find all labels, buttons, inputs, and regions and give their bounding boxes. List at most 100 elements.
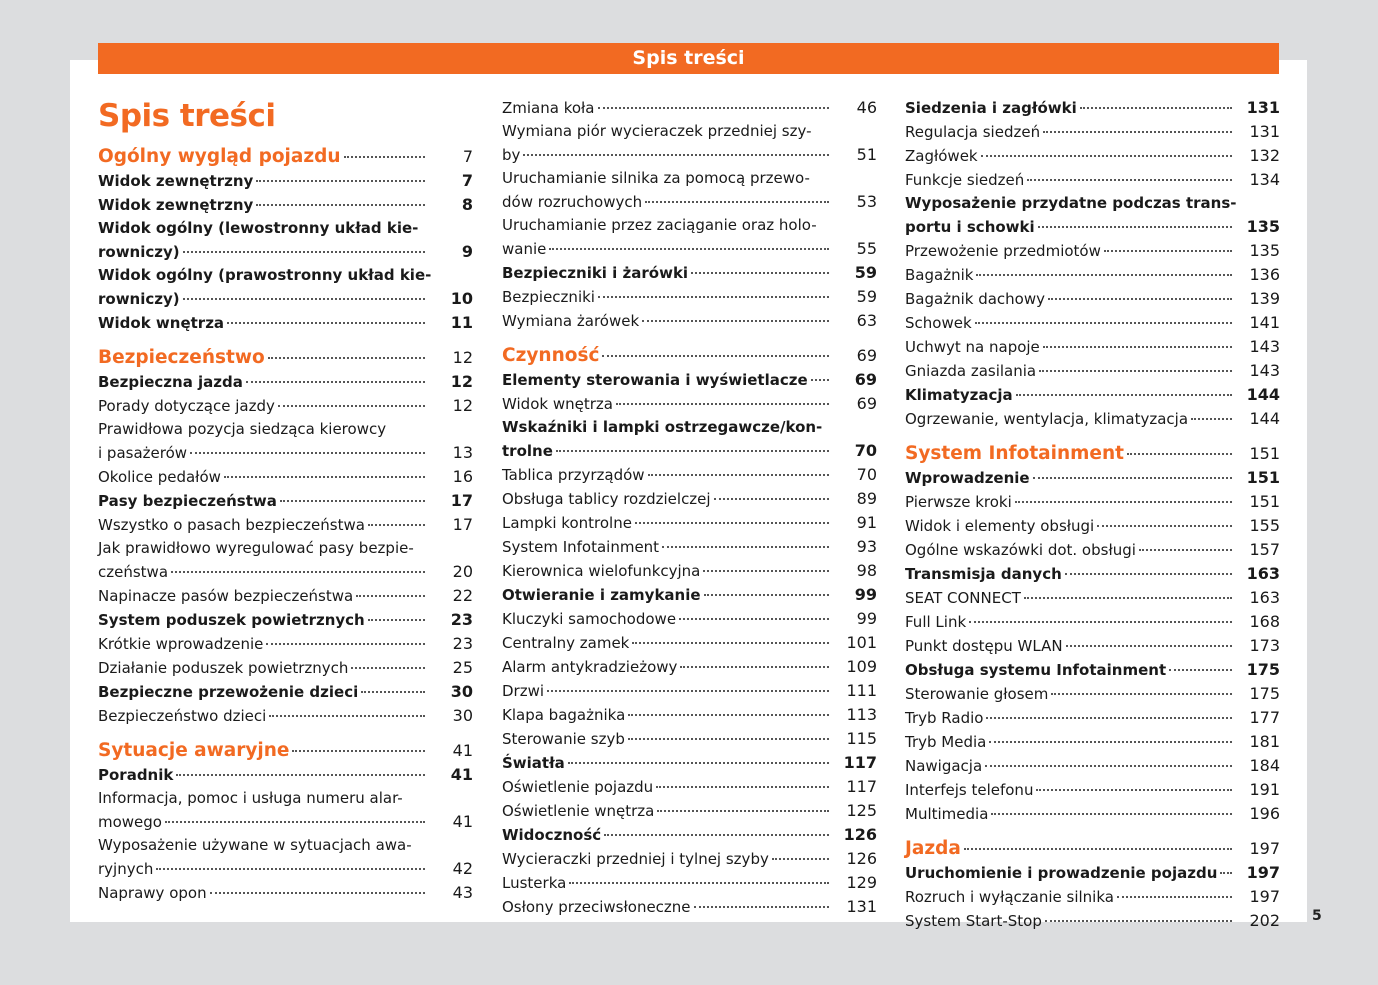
toc-subsection[interactable]: Bezpieczniki i żarówki 59 bbox=[502, 261, 877, 285]
toc-entry[interactable]: Porady dotyczące jazdy 12 bbox=[98, 394, 473, 418]
toc-entry[interactable]: Jak prawidłowo wyregulować pasy bezpie-c… bbox=[98, 537, 473, 584]
toc-entry[interactable]: Wymiana piór wycieraczek przedniej szy-b… bbox=[502, 120, 877, 167]
entry-title: Oświetlenie pojazdu bbox=[502, 778, 654, 796]
toc-entry[interactable]: Interfejs telefonu 191 bbox=[905, 778, 1280, 802]
toc-entry[interactable]: Lusterka 129 bbox=[502, 871, 877, 895]
toc-entry[interactable]: System Infotainment 93 bbox=[502, 535, 877, 559]
toc-entry[interactable]: Bezpieczniki 59 bbox=[502, 285, 877, 309]
toc-entry[interactable]: Ogólne wskazówki dot. obsługi 157 bbox=[905, 538, 1280, 562]
toc-entry[interactable]: Działanie poduszek powietrznych 25 bbox=[98, 656, 473, 680]
toc-entry[interactable]: Obsługa tablicy rozdzielczej 89 bbox=[502, 487, 877, 511]
toc-entry[interactable]: Prawidłowa pozycja siedząca kierowcy i pa… bbox=[98, 418, 473, 465]
toc-entry[interactable]: Widok i elementy obsługi 155 bbox=[905, 514, 1280, 538]
toc-subsection[interactable]: Światła 117 bbox=[502, 751, 877, 775]
toc-entry[interactable]: Wyposażenie używane w sytuacjach awa-ryj… bbox=[98, 834, 473, 881]
toc-entry[interactable]: Bagażnik dachowy 139 bbox=[905, 287, 1280, 311]
toc-entry[interactable]: Wycieraczki przedniej i tylnej szyby 126 bbox=[502, 847, 877, 871]
toc-subsection[interactable]: Siedzenia i zagłówki 131 bbox=[905, 96, 1280, 120]
toc-entry[interactable]: Regulacja siedzeń 131 bbox=[905, 120, 1280, 144]
toc-entry[interactable]: Informacja, pomoc i usługa numeru alar-m… bbox=[98, 787, 473, 834]
toc-entry[interactable]: Tryb Radio 177 bbox=[905, 706, 1280, 730]
toc-subsection[interactable]: Klimatyzacja 144 bbox=[905, 383, 1280, 407]
toc-entry[interactable]: Tablica przyrządów 70 bbox=[502, 463, 877, 487]
toc-entry[interactable]: Przewożenie przedmiotów 135 bbox=[905, 239, 1280, 263]
toc-entry[interactable]: Alarm antykradzieżowy 109 bbox=[502, 655, 877, 679]
toc-entry[interactable]: Punkt dostępu WLAN 173 bbox=[905, 634, 1280, 658]
toc-entry[interactable]: Rozruch i wyłączanie silnika 197 bbox=[905, 885, 1280, 909]
toc-subsection[interactable]: System poduszek powietrznych 23 bbox=[98, 608, 473, 632]
dot-leader bbox=[991, 813, 1232, 815]
toc-entry[interactable]: Kierownica wielofunkcyjna 98 bbox=[502, 559, 877, 583]
toc-entry[interactable]: Uruchamianie przez zaciąganie oraz holo-… bbox=[502, 214, 877, 261]
toc-entry[interactable]: System Start-Stop 202 bbox=[905, 909, 1280, 933]
toc-entry[interactable]: Tryb Media 181 bbox=[905, 730, 1280, 754]
toc-section-heading[interactable]: Bezpieczeństwo 12 bbox=[98, 346, 473, 370]
toc-subsection[interactable]: Otwieranie i zamykanie 99 bbox=[502, 583, 877, 607]
toc-entry[interactable]: Krótkie wprowadzenie 23 bbox=[98, 632, 473, 656]
toc-entry[interactable]: Centralny zamek 101 bbox=[502, 631, 877, 655]
toc-entry[interactable]: Funkcje siedzeń 134 bbox=[905, 168, 1280, 192]
toc-entry[interactable]: Nawigacja 184 bbox=[905, 754, 1280, 778]
toc-subsection[interactable]: Bezpieczna jazda 12 bbox=[98, 370, 473, 394]
toc-entry[interactable]: Multimedia 196 bbox=[905, 802, 1280, 826]
entry-title: Światła bbox=[502, 754, 565, 772]
toc-entry[interactable]: Gniazda zasilania 143 bbox=[905, 359, 1280, 383]
toc-entry[interactable]: Pierwsze kroki 151 bbox=[905, 490, 1280, 514]
toc-entry[interactable]: Okolice pedałów 16 bbox=[98, 465, 473, 489]
toc-entry[interactable]: Full Link 168 bbox=[905, 610, 1280, 634]
toc-entry[interactable]: Widok wnętrza 69 bbox=[502, 392, 877, 416]
entry-title: Sterowanie głosem bbox=[905, 685, 1049, 703]
toc-entry[interactable]: Uruchamianie silnika za pomocą przewo-dó… bbox=[502, 167, 877, 214]
page-ref: 41 bbox=[450, 765, 473, 784]
toc-subsection[interactable]: Widoczność 126 bbox=[502, 823, 877, 847]
toc-subsection[interactable]: Obsługa systemu Infotainment 175 bbox=[905, 658, 1280, 682]
toc-subsection[interactable]: Wyposażenie przydatne podczas trans-port… bbox=[905, 192, 1280, 239]
toc-entry[interactable]: Wymiana żarówek 63 bbox=[502, 309, 877, 333]
toc-entry[interactable]: Schowek 141 bbox=[905, 311, 1280, 335]
toc-subsection[interactable]: Widok zewnętrzny 7 bbox=[98, 169, 473, 193]
toc-entry[interactable]: Oświetlenie wnętrza 125 bbox=[502, 799, 877, 823]
page-ref: 173 bbox=[1249, 636, 1280, 655]
dot-leader bbox=[1169, 669, 1232, 671]
toc-section-heading[interactable]: Czynność 69 bbox=[502, 344, 877, 368]
toc-entry[interactable]: Zmiana koła 46 bbox=[502, 96, 877, 120]
toc-section-heading[interactable]: Jazda 197 bbox=[905, 837, 1280, 861]
toc-subsection[interactable]: Widok ogólny (prawostronny układ kie-row… bbox=[98, 264, 473, 311]
toc-entry[interactable]: Sterowanie głosem 175 bbox=[905, 682, 1280, 706]
toc-entry[interactable]: Drzwi 111 bbox=[502, 679, 877, 703]
toc-entry[interactable]: Klapa bagażnika 113 bbox=[502, 703, 877, 727]
toc-subsection[interactable]: Bezpieczne przewożenie dzieci 30 bbox=[98, 680, 473, 704]
toc-entry[interactable]: Kluczyki samochodowe 99 bbox=[502, 607, 877, 631]
toc-entry[interactable]: Naprawy opon 43 bbox=[98, 881, 473, 905]
toc-entry[interactable]: Sterowanie szyb 115 bbox=[502, 727, 877, 751]
toc-subsection[interactable]: Transmisja danych 163 bbox=[905, 562, 1280, 586]
toc-entry[interactable]: Lampki kontrolne 91 bbox=[502, 511, 877, 535]
page-ref: 151 bbox=[1249, 492, 1280, 511]
toc-section-heading[interactable]: System Infotainment 151 bbox=[905, 442, 1280, 466]
toc-entry[interactable]: Uchwyt na napoje 143 bbox=[905, 335, 1280, 359]
dot-leader bbox=[223, 476, 425, 478]
toc-subsection[interactable]: Poradnik 41 bbox=[98, 763, 473, 787]
toc-entry[interactable]: Zagłówek 132 bbox=[905, 144, 1280, 168]
toc-subsection[interactable]: Wprowadzenie 151 bbox=[905, 466, 1280, 490]
toc-entry[interactable]: Ogrzewanie, wentylacja, klimatyzacja 144 bbox=[905, 407, 1280, 431]
toc-entry[interactable]: Osłony przeciwsłoneczne 131 bbox=[502, 895, 877, 919]
toc-subsection[interactable]: Widok ogólny (lewostronny układ kie-rown… bbox=[98, 217, 473, 264]
toc-entry[interactable]: Bezpieczeństwo dzieci 30 bbox=[98, 704, 473, 728]
toc-entry[interactable]: Wszystko o pasach bezpieczeństwa 17 bbox=[98, 513, 473, 537]
entry-title: Bezpieczniki i żarówki bbox=[502, 264, 689, 282]
toc-section-heading[interactable]: Ogólny wygląd pojazdu 7 bbox=[98, 145, 473, 169]
toc-subsection[interactable]: Widok zewnętrzny 8 bbox=[98, 193, 473, 217]
toc-entry[interactable]: Oświetlenie pojazdu 117 bbox=[502, 775, 877, 799]
entry-title: Widok i elementy obsługi bbox=[905, 517, 1095, 535]
toc-subsection[interactable]: Pasy bezpieczeństwa 17 bbox=[98, 489, 473, 513]
toc-entry[interactable]: Bagażnik 136 bbox=[905, 263, 1280, 287]
toc-entry[interactable]: SEAT CONNECT 163 bbox=[905, 586, 1280, 610]
toc-subsection[interactable]: Elementy sterowania i wyświetlacze 69 bbox=[502, 368, 877, 392]
page-ref: 23 bbox=[450, 610, 473, 629]
toc-section-heading[interactable]: Sytuacje awaryjne 41 bbox=[98, 739, 473, 763]
toc-subsection[interactable]: Widok wnętrza 11 bbox=[98, 311, 473, 335]
toc-subsection[interactable]: Uruchomienie i prowadzenie pojazdu 197 bbox=[905, 861, 1280, 885]
toc-subsection[interactable]: Wskaźniki i lampki ostrzegawcze/kon-trol… bbox=[502, 416, 877, 463]
toc-entry[interactable]: Napinacze pasów bezpieczeństwa 22 bbox=[98, 584, 473, 608]
